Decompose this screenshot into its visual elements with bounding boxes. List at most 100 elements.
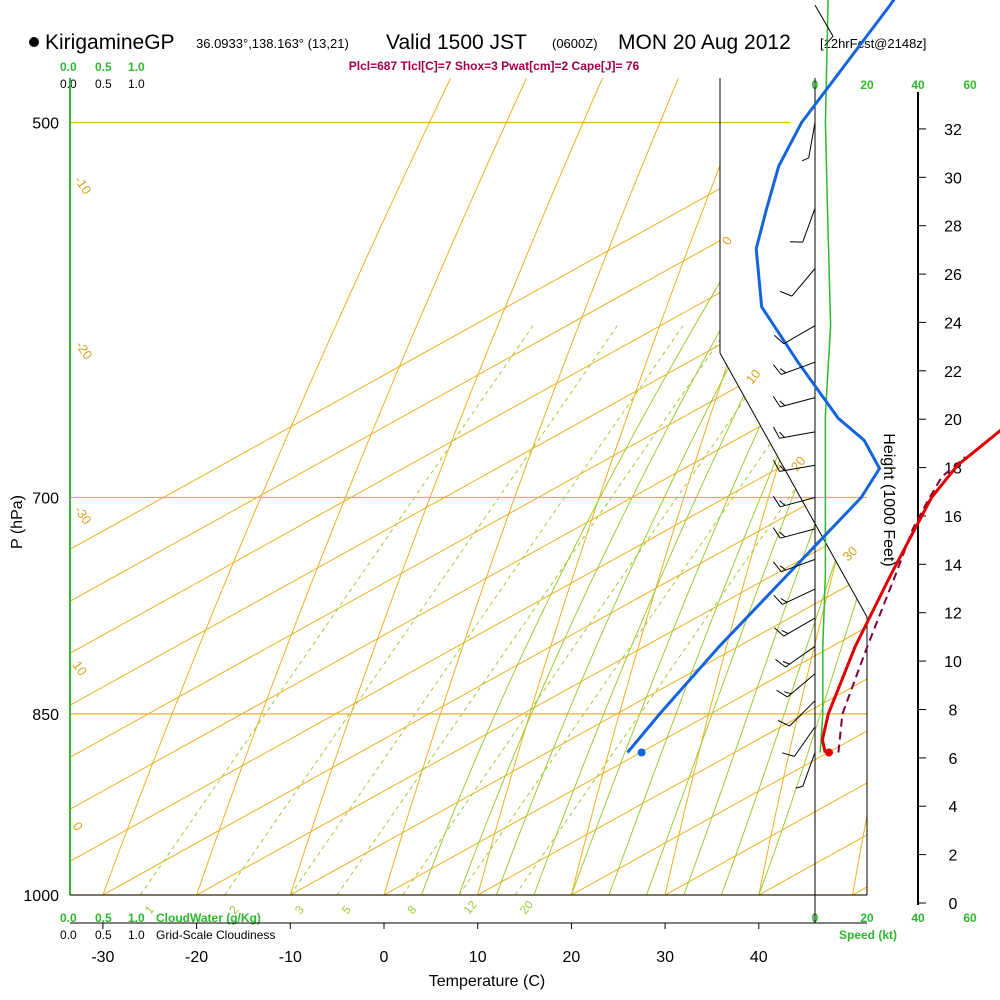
wind-barb — [801, 122, 816, 162]
mixing-ratio-line — [224, 325, 618, 895]
wind-barb-flag — [773, 426, 780, 439]
wind-barb-flag — [772, 527, 781, 539]
wind-barb — [772, 495, 816, 508]
temperature-tick-label: 30 — [656, 949, 674, 966]
wind-barbs — [772, 4, 834, 789]
temperature-tick-label: -10 — [279, 949, 302, 966]
moist-adiabat-line — [683, 78, 867, 895]
isotherm-line — [383, 78, 867, 895]
speed-tick: 20 — [860, 78, 874, 92]
mixing-ratio-label: 5 — [339, 903, 354, 917]
speed-scale-top: 0 20 40 60 — [812, 78, 977, 92]
moist-adiabat-line — [533, 78, 867, 895]
mixing-ratio-label: 12 — [461, 897, 481, 916]
isotherm-label: 10 — [743, 366, 764, 387]
mixing-ratio-line — [458, 325, 853, 895]
wind-barb-flag — [782, 661, 790, 665]
wind-barb-staff — [781, 558, 816, 573]
moist-adiabat-line — [720, 78, 867, 895]
temperature-tick-label: -20 — [185, 949, 208, 966]
dry-adiabat-line — [383, 78, 867, 895]
wind-barb-flag — [779, 431, 785, 438]
pressure-tick-label: 1000 — [23, 888, 59, 905]
wind-barb-staff — [787, 673, 816, 698]
valid-time: Valid 1500 JST — [386, 31, 527, 54]
wind-barb-flag — [774, 627, 785, 637]
wind-barb — [779, 268, 816, 297]
wind-barb-staff — [780, 497, 816, 508]
isotherm-line — [758, 78, 867, 895]
height-tick-label: 6 — [949, 751, 958, 768]
isotherm-label: -30 — [72, 503, 95, 527]
wind-barb-flag — [772, 396, 781, 408]
cloudiness-scale-bottom: 0.0 0.5 1.0 Grid-Scale Cloudiness — [60, 928, 275, 942]
pressure-tick-label: 700 — [32, 491, 59, 508]
height-tick-label: 24 — [944, 315, 962, 332]
height-tick-label: 0 — [949, 896, 958, 913]
wind-barb-staff — [779, 431, 816, 439]
height-tick-label: 12 — [944, 606, 962, 623]
dry-adiabat-line — [289, 78, 867, 895]
wind-barb-staff — [814, 4, 834, 37]
moist-adiabat-line — [608, 78, 867, 895]
x-axis-title: Temperature (C) — [429, 973, 545, 990]
height-tick-label: 8 — [949, 703, 958, 720]
dewpoint-line — [626, 0, 896, 754]
wind-barb-flag — [774, 334, 785, 345]
dry-adiabat-line — [477, 78, 867, 895]
plot-frame — [69, 78, 919, 924]
isotherm-line — [102, 78, 867, 895]
wind-barb-flag — [776, 689, 788, 698]
mixing-ratio-line — [289, 325, 684, 895]
isotherm-label: 0 — [70, 819, 86, 834]
wind-barb-staff — [808, 122, 816, 158]
wind-barb-flag — [779, 565, 787, 571]
height-tick-label: 30 — [944, 170, 962, 187]
wind-barb — [776, 673, 816, 698]
valid-date: MON 20 Aug 2012 — [618, 31, 791, 54]
wind-barb — [772, 527, 816, 539]
wind-barb — [772, 558, 816, 573]
wind-barb — [814, 4, 834, 47]
moist-adiabat-line — [758, 78, 867, 895]
speed-tick: 60 — [963, 78, 977, 92]
cloudiness-scale-top: 0.0 0.5 1.0 — [60, 77, 145, 91]
wind-barb-staff — [779, 464, 816, 472]
height-axis-title: Height (1000 Feet) — [880, 433, 897, 566]
wind-barb-flag — [801, 157, 809, 162]
height-tick-label: 22 — [944, 364, 962, 381]
isotherm-line — [70, 78, 867, 895]
isotherm-line — [571, 78, 867, 895]
cloudwater-tick: 1.0 — [128, 60, 145, 74]
cloudiness-tick: 0.5 — [95, 77, 112, 91]
isotherm-lines — [70, 78, 867, 895]
wind-barb-staff — [802, 208, 816, 243]
height-tick-label: 4 — [949, 799, 958, 816]
mixing-ratio-label: 20 — [517, 897, 537, 916]
height-tick-label: 28 — [944, 219, 962, 236]
temperature-line — [820, 428, 1000, 753]
wind-speed-line — [819, 0, 832, 753]
wind-barb-flag — [773, 460, 780, 472]
plot-boundary — [719, 78, 868, 895]
mixing-ratio-line — [336, 325, 731, 895]
isotherm-line — [70, 78, 867, 895]
isotherm-line — [70, 78, 867, 895]
mixing-ratio-lines — [139, 325, 867, 895]
wind-barb-flag — [779, 368, 787, 374]
wind-barb — [775, 645, 816, 668]
surface-temperature-dot — [825, 748, 833, 757]
wind-barb — [789, 208, 816, 243]
station-coords: 36.0933°,138.163° (13,21) — [196, 36, 349, 51]
wind-barb-flag — [772, 561, 782, 573]
height-tick-label: 20 — [944, 412, 962, 429]
moist-adiabat-line — [421, 78, 867, 895]
isotherm-line — [664, 78, 867, 895]
isotherm-line — [70, 78, 867, 895]
wind-barb-staff — [780, 528, 816, 539]
wind-barb-staff — [785, 645, 816, 668]
wind-barb-flag — [780, 598, 788, 603]
dry-adiabat-line — [570, 78, 867, 895]
wind-barb-flag — [781, 629, 789, 635]
cloudiness-tick: 1.0 — [128, 77, 145, 91]
